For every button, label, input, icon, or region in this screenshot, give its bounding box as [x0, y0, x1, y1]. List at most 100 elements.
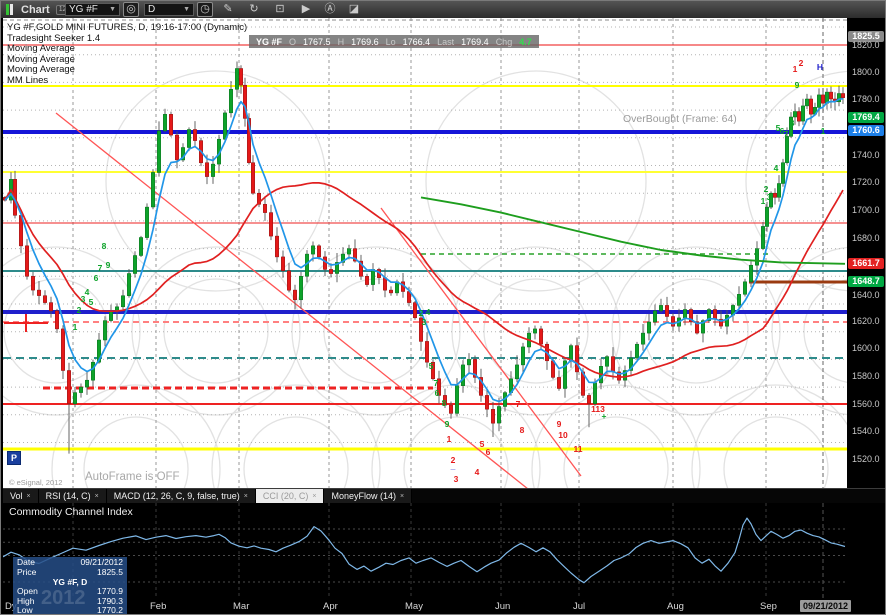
reload-button[interactable]: ↻ [246, 2, 262, 17]
autoscale-button[interactable]: Ⓐ [322, 2, 338, 17]
main-price-chart[interactable]: 1 2 3 4 5 6 7 8 9 2 4 3 5 6 7 8 9 1 2 3 4 5 6 7 8 9 1 +1 2 3 4 5 6 7 8 9 10 1… [1, 18, 885, 554]
close-tab-icon[interactable]: × [400, 492, 405, 500]
titlebar: Chart 123 YG #F ▼ ◎ D ▼ ◷ ✎ ↻ ⊡ ▶ Ⓐ ◪ [1, 1, 885, 18]
tab-rsi[interactable]: RSI (14, C) × [38, 489, 107, 503]
low-value: 1766.4 [402, 36, 431, 47]
svg-text:113: 113 [591, 404, 605, 414]
tab-vol[interactable]: Vol × [3, 489, 39, 503]
month-label: Aug [667, 601, 684, 612]
month-label: Jun [495, 601, 511, 612]
time-axis: Dy Feb Mar Apr May Jun Jul Aug Sep 09/21… [3, 598, 885, 614]
axis-tick: 1740.0 [852, 150, 880, 160]
axis-tick: 1800.0 [852, 67, 880, 77]
svg-text:2: 2 [764, 184, 769, 194]
legend-seeker[interactable]: Tradesight Seeker 1.4 [7, 32, 101, 44]
axis-tick: 1580.0 [852, 371, 880, 381]
open-label: O [289, 36, 297, 47]
axis-tick: 1540.0 [852, 426, 880, 436]
open-value: 1767.5 [303, 36, 331, 47]
svg-text:4: 4 [85, 287, 90, 297]
chg-value: 4.7 [519, 36, 532, 47]
legend-ma2[interactable]: Moving Average [7, 53, 75, 65]
interval-dropdown[interactable]: D ▼ [144, 3, 194, 16]
draw-button[interactable]: ✎ [220, 2, 236, 17]
ma-value-badge: 1760.6 [848, 125, 884, 136]
svg-text:H: H [817, 62, 823, 72]
esignal-copyright: © eSignal, 2012 [9, 478, 63, 487]
last-label: Last [437, 36, 455, 47]
svg-text:7: 7 [98, 263, 103, 273]
svg-text:4: 4 [426, 307, 431, 317]
svg-text:9: 9 [445, 419, 450, 429]
chevron-down-icon: ▼ [109, 6, 116, 13]
close-tab-icon[interactable]: × [312, 492, 317, 500]
svg-text:7: 7 [784, 129, 789, 139]
svg-text:3: 3 [767, 192, 772, 202]
svg-text:2: 2 [77, 305, 82, 315]
target-icon: ◎ [126, 3, 136, 15]
svg-text:5: 5 [480, 439, 485, 449]
svg-text:8: 8 [102, 241, 107, 251]
chevron-down-icon: ▼ [183, 6, 190, 13]
svg-text:+: + [602, 411, 607, 421]
app-chart-icon [6, 4, 15, 15]
svg-text:9: 9 [795, 80, 800, 90]
month-label: May [405, 601, 423, 612]
tab-cci[interactable]: CCI (20, C) × [255, 489, 325, 503]
tab-moneyflow[interactable]: MoneyFlow (14) × [324, 489, 413, 503]
circle-a-icon: Ⓐ [324, 3, 336, 15]
svg-text:2: 2 [419, 308, 424, 318]
replay-button[interactable]: ▶ [298, 2, 314, 17]
svg-text:3: 3 [454, 474, 459, 484]
close-tab-icon[interactable]: × [94, 492, 99, 500]
chart-legend: YG #F,GOLD MINI FUTURES, D, 19:16-17:00 … [7, 22, 248, 86]
price-axis[interactable]: 1825.5 1820.0 1800.0 1780.0 1769.4 1760.… [847, 18, 885, 488]
month-label: Sep [760, 601, 777, 612]
last-price-badge: 1769.4 [848, 112, 884, 123]
svg-text:9: 9 [106, 260, 111, 270]
window-title: Chart [21, 3, 50, 16]
legend-mmlines[interactable]: MM Lines [7, 74, 49, 86]
annotation-button[interactable]: ⊡ [272, 2, 288, 17]
svg-text:6: 6 [435, 388, 440, 398]
tab-macd[interactable]: MACD (12, 26, C, 9, false, true) × [106, 489, 256, 503]
close-tab-icon[interactable]: × [243, 492, 248, 500]
cursor-price-badge: 1825.5 [848, 31, 884, 42]
axis-tick: 1680.0 [852, 233, 880, 243]
symbol-settings-button[interactable]: ◎ [123, 2, 139, 17]
play-icon: ▶ [301, 3, 311, 15]
time-template-button[interactable]: ◷ [197, 2, 213, 17]
svg-text:7: 7 [516, 399, 521, 409]
autoframe-status: AutoFrame is OFF [85, 471, 180, 483]
svg-text:1: 1 [73, 322, 78, 332]
chg-label: Chg [495, 36, 513, 47]
legend-ma3[interactable]: Moving Average [7, 64, 75, 75]
p-badge[interactable]: P [7, 451, 21, 465]
close-tab-icon[interactable]: × [26, 492, 31, 500]
data-window-tooltip: 2012 Date 09/21/2012 Price 1825.5 YG #F, D… [13, 557, 127, 614]
refresh-icon: ↻ [249, 3, 259, 15]
legend-symbol[interactable]: YG #F,GOLD MINI FUTURES, D, 19:16-17:00 … [7, 22, 248, 33]
svg-text:5: 5 [429, 361, 434, 371]
symbol-value: YG #F [69, 4, 98, 15]
svg-text:5: 5 [89, 297, 94, 307]
overbought-frame-label: OverBought (Frame: 64) [623, 113, 737, 125]
symbol-dropdown[interactable]: YG #F ▼ [65, 3, 120, 16]
legend-ma1[interactable]: Moving Average [7, 43, 75, 54]
axis-tick: 1820.0 [852, 40, 880, 50]
note-icon: ⊡ [275, 3, 285, 15]
cci-canvas[interactable] [2, 503, 847, 598]
eraser-button[interactable]: ◪ [346, 2, 362, 17]
svg-text:10: 10 [558, 430, 568, 440]
quote-symbol: YG #F [256, 36, 283, 47]
cci-axis: 200.00 68.29 0.00 -200.00 [847, 503, 885, 598]
floating-quote-bar[interactable]: YG #F O 1767.5 H 1769.6 Lo 1766.4 Last 1… [249, 35, 539, 48]
cci-panel[interactable] [2, 503, 847, 598]
time-axis-left-label: Dy [5, 601, 17, 612]
last-value: 1769.4 [461, 36, 489, 47]
high-label: H [337, 36, 345, 47]
svg-text:1: 1 [821, 126, 826, 136]
svg-text:4: 4 [774, 163, 779, 173]
